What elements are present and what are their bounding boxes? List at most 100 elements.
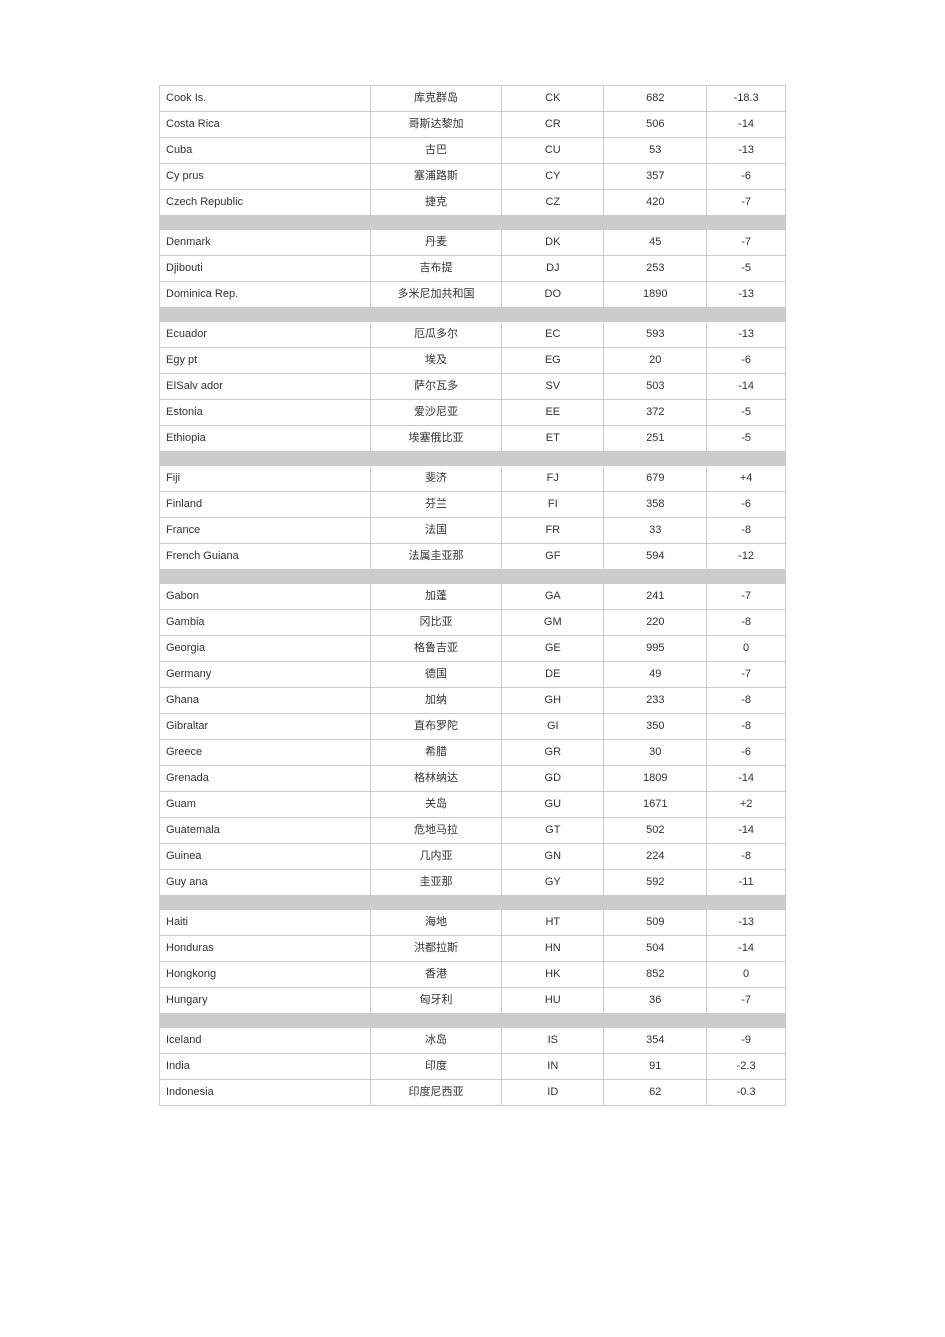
cell-english_name: Estonia (160, 400, 371, 426)
cell-tz: -8 (707, 518, 786, 544)
cell-code: FR (502, 518, 604, 544)
cell-english_name: Guy ana (160, 870, 371, 896)
cell-english_name: Denmark (160, 230, 371, 256)
cell-tz: -8 (707, 610, 786, 636)
cell-chinese_name: 德国 (370, 662, 501, 688)
cell-code: CR (502, 112, 604, 138)
cell-code: DJ (502, 256, 604, 282)
cell-chinese_name: 库克群岛 (370, 86, 501, 112)
cell-code: GE (502, 636, 604, 662)
table-row: French Guiana法属圭亚那GF594-12 (160, 544, 786, 570)
cell-tz: -5 (707, 400, 786, 426)
cell-code: DO (502, 282, 604, 308)
cell-english_name: Cook Is. (160, 86, 371, 112)
cell-code: FI (502, 492, 604, 518)
cell-code: DE (502, 662, 604, 688)
table-row: Egy pt埃及EG20-6 (160, 348, 786, 374)
cell-dial: 594 (604, 544, 707, 570)
cell-dial: 420 (604, 190, 707, 216)
cell-tz: -13 (707, 322, 786, 348)
spacer-row (160, 308, 786, 322)
cell-english_name: Gambia (160, 610, 371, 636)
table-row: Cy prus塞浦路斯CY357-6 (160, 164, 786, 190)
table-row: Finland芬兰FI358-6 (160, 492, 786, 518)
table-row: EISalv ador萨尔瓦多SV503-14 (160, 374, 786, 400)
cell-code: ET (502, 426, 604, 452)
cell-dial: 241 (604, 584, 707, 610)
cell-english_name: Costa Rica (160, 112, 371, 138)
table-row: Czech Republic捷克CZ420-7 (160, 190, 786, 216)
cell-code: CZ (502, 190, 604, 216)
cell-chinese_name: 格林纳达 (370, 766, 501, 792)
table-row: Greece希腊GR30-6 (160, 740, 786, 766)
cell-chinese_name: 匈牙利 (370, 988, 501, 1014)
spacer-row (160, 896, 786, 910)
cell-dial: 62 (604, 1080, 707, 1106)
cell-chinese_name: 埃及 (370, 348, 501, 374)
cell-english_name: France (160, 518, 371, 544)
table-row: Gabon加蓬GA241-7 (160, 584, 786, 610)
cell-dial: 592 (604, 870, 707, 896)
cell-english_name: Ethiopia (160, 426, 371, 452)
cell-code: IN (502, 1054, 604, 1080)
cell-dial: 506 (604, 112, 707, 138)
cell-chinese_name: 直布罗陀 (370, 714, 501, 740)
cell-chinese_name: 法属圭亚那 (370, 544, 501, 570)
cell-dial: 679 (604, 466, 707, 492)
cell-dial: 504 (604, 936, 707, 962)
cell-chinese_name: 希腊 (370, 740, 501, 766)
cell-tz: -14 (707, 112, 786, 138)
spacer-cell (160, 1014, 786, 1028)
cell-dial: 30 (604, 740, 707, 766)
cell-tz: 0 (707, 962, 786, 988)
spacer-cell (160, 570, 786, 584)
cell-english_name: Greece (160, 740, 371, 766)
cell-tz: -6 (707, 164, 786, 190)
spacer-cell (160, 452, 786, 466)
spacer-row (160, 216, 786, 230)
table-row: Ethiopia埃塞俄比亚ET251-5 (160, 426, 786, 452)
cell-tz: -7 (707, 230, 786, 256)
cell-english_name: Ecuador (160, 322, 371, 348)
cell-code: GT (502, 818, 604, 844)
table-row: Estonia爱沙尼亚EE372-5 (160, 400, 786, 426)
cell-english_name: Georgia (160, 636, 371, 662)
cell-dial: 1671 (604, 792, 707, 818)
spacer-cell (160, 216, 786, 230)
cell-english_name: India (160, 1054, 371, 1080)
cell-code: HN (502, 936, 604, 962)
table-row: Honduras洪都拉斯HN504-14 (160, 936, 786, 962)
cell-chinese_name: 塞浦路斯 (370, 164, 501, 190)
cell-chinese_name: 捷克 (370, 190, 501, 216)
cell-chinese_name: 圭亚那 (370, 870, 501, 896)
cell-code: CU (502, 138, 604, 164)
cell-dial: 502 (604, 818, 707, 844)
spacer-row (160, 1014, 786, 1028)
cell-dial: 33 (604, 518, 707, 544)
cell-dial: 220 (604, 610, 707, 636)
cell-english_name: Guinea (160, 844, 371, 870)
cell-tz: -11 (707, 870, 786, 896)
cell-code: HU (502, 988, 604, 1014)
table-row: Germany德国DE49-7 (160, 662, 786, 688)
cell-dial: 251 (604, 426, 707, 452)
cell-code: GH (502, 688, 604, 714)
cell-tz: +4 (707, 466, 786, 492)
cell-english_name: Guam (160, 792, 371, 818)
cell-tz: -12 (707, 544, 786, 570)
cell-code: FJ (502, 466, 604, 492)
cell-code: IS (502, 1028, 604, 1054)
cell-chinese_name: 古巴 (370, 138, 501, 164)
table-row: Guatemala危地马拉GT502-14 (160, 818, 786, 844)
cell-code: GD (502, 766, 604, 792)
cell-chinese_name: 多米尼加共和国 (370, 282, 501, 308)
cell-tz: -13 (707, 910, 786, 936)
table-row: Hongkong香港HK8520 (160, 962, 786, 988)
cell-tz: -7 (707, 190, 786, 216)
cell-tz: -7 (707, 988, 786, 1014)
cell-tz: -8 (707, 688, 786, 714)
cell-dial: 852 (604, 962, 707, 988)
cell-english_name: Cuba (160, 138, 371, 164)
cell-tz: -5 (707, 256, 786, 282)
cell-dial: 509 (604, 910, 707, 936)
